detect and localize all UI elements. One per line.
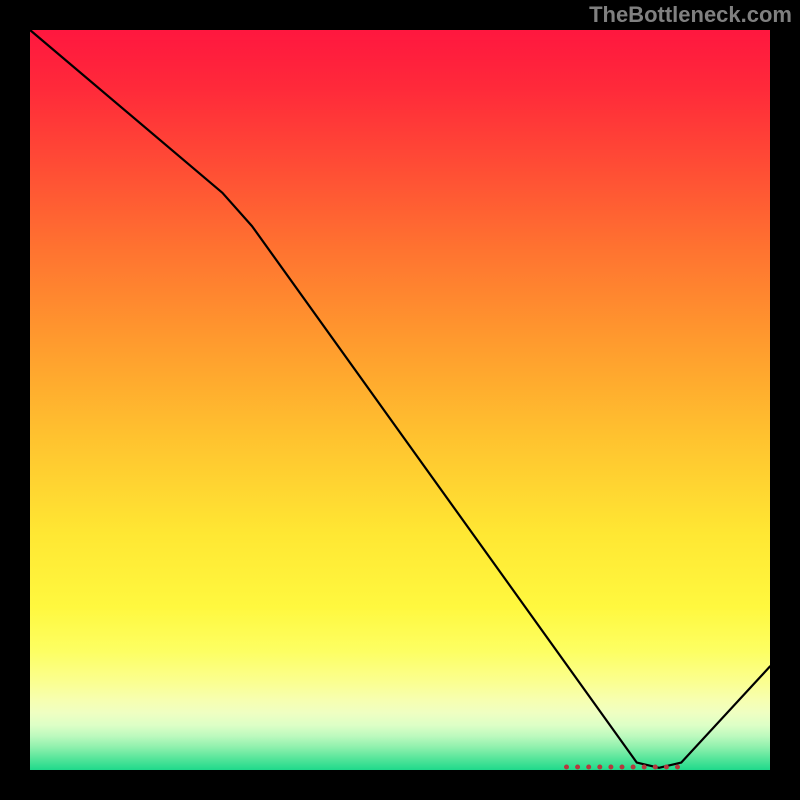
chart-container: TheBottleneck.com [0, 0, 800, 800]
plot-background [30, 30, 770, 770]
bottleneck-chart [0, 0, 800, 800]
watermark-text: TheBottleneck.com [589, 2, 792, 28]
